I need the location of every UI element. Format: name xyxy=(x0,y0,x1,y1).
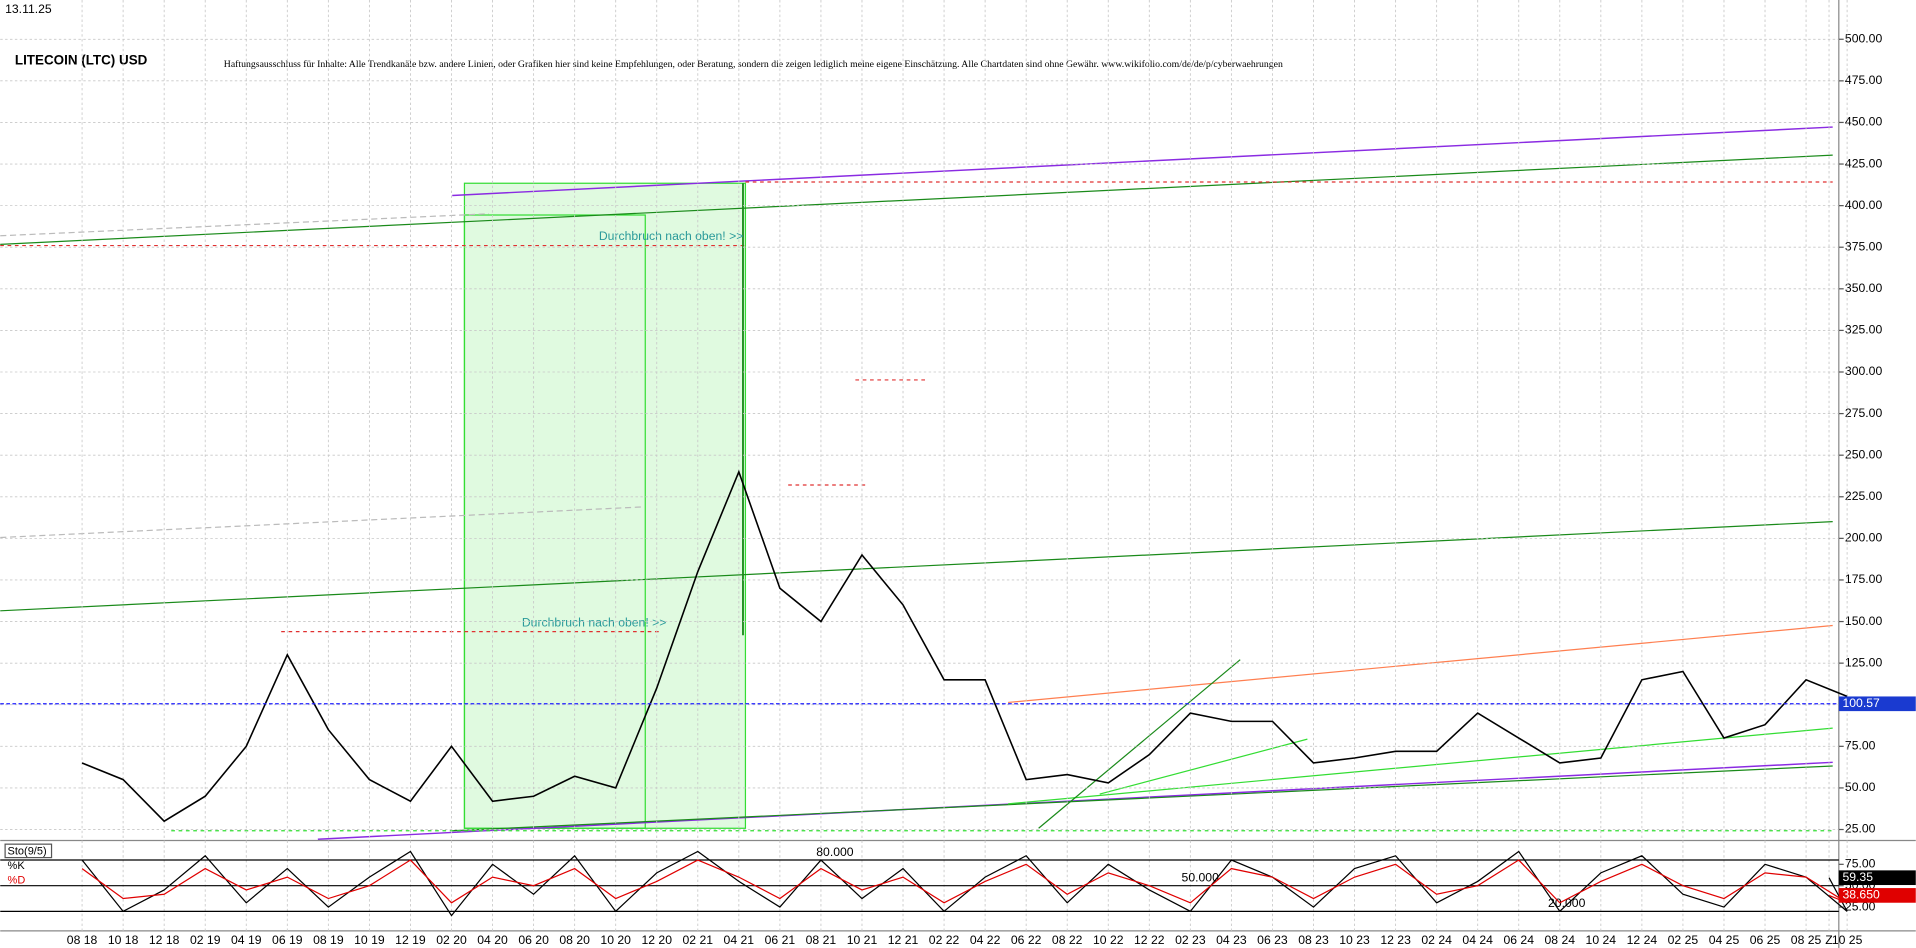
y-tick-label: 75.00 xyxy=(1845,857,1876,871)
y-tick-label: 275.00 xyxy=(1845,406,1883,420)
x-tick-label: Z xyxy=(1825,933,1833,947)
last-value-box xyxy=(1838,888,1916,903)
x-tick-label: 10 23 xyxy=(1339,933,1370,947)
y-tick-label: 25.00 xyxy=(1845,899,1876,913)
last-price-label: 100.57 xyxy=(1842,696,1880,710)
x-tick-label: 08 21 xyxy=(806,933,837,947)
last-value-label: 38.650 xyxy=(1842,888,1880,902)
highlight-zone xyxy=(463,214,646,829)
x-tick-label: 12 21 xyxy=(888,933,919,947)
last-value-box xyxy=(1838,870,1916,886)
x-tick-label: 10 22 xyxy=(1093,933,1124,947)
annotation: Durchbruch nach oben! >> xyxy=(599,229,744,243)
y-tick-label: 300.00 xyxy=(1845,364,1883,378)
y-tick-label: 175.00 xyxy=(1845,572,1883,586)
level-label: 80.000 xyxy=(816,845,854,859)
y-tick-label: 475.00 xyxy=(1845,73,1883,87)
x-tick-label: 02 20 xyxy=(436,933,467,947)
x-tick-label: 12 19 xyxy=(395,933,426,947)
x-tick-label: 04 20 xyxy=(477,933,508,947)
x-tick-label: 02 21 xyxy=(683,933,714,947)
trendline xyxy=(1038,659,1241,829)
y-tick-label: 25.00 xyxy=(1845,822,1876,836)
level-label: 50.000 xyxy=(1182,871,1220,885)
x-tick-label: 02 22 xyxy=(929,933,960,947)
y-tick-label: 375.00 xyxy=(1845,239,1883,253)
y-tick-label: 450.00 xyxy=(1845,115,1883,129)
x-tick-label: 02 19 xyxy=(190,933,221,947)
x-tick-label: 04 22 xyxy=(970,933,1001,947)
x-tick-label: 02 24 xyxy=(1421,933,1452,947)
x-tick-label: 06 19 xyxy=(272,933,303,947)
x-tick-label: 10 24 xyxy=(1586,933,1617,947)
y-tick-label: 200.00 xyxy=(1845,531,1883,545)
trendline xyxy=(317,761,1833,841)
x-tick-label: 08 24 xyxy=(1545,933,1576,947)
last-value-label: 59.35 xyxy=(1842,870,1873,884)
x-tick-label: 12 22 xyxy=(1134,933,1165,947)
trendline xyxy=(1008,624,1833,704)
x-tick-label: 12 23 xyxy=(1380,933,1411,947)
last-price-box xyxy=(1838,696,1916,712)
x-tick-label: 02 25 xyxy=(1668,933,1699,947)
x-tick-label: 10 18 xyxy=(108,933,139,947)
x-tick-label: 12 18 xyxy=(149,933,180,947)
trendline xyxy=(1008,727,1833,805)
y-tick-label: 75.00 xyxy=(1845,739,1876,753)
x-tick-label: 06 20 xyxy=(518,933,549,947)
x-tick-label: 08 25 xyxy=(1791,933,1822,947)
indicator-box xyxy=(4,843,53,859)
trendline xyxy=(452,765,1833,832)
y-tick-label: 225.00 xyxy=(1845,489,1883,503)
x-tick-label: 04 19 xyxy=(231,933,262,947)
x-tick-label: 10 25 xyxy=(1832,933,1863,947)
x-tick-label: 12 24 xyxy=(1627,933,1658,947)
x-tick-label: 10 21 xyxy=(847,933,878,947)
x-tick-label: 04 24 xyxy=(1462,933,1493,947)
annotation: Durchbruch nach oben! >> xyxy=(522,615,667,629)
x-tick-label: 06 21 xyxy=(765,933,796,947)
x-tick-label: 08 23 xyxy=(1298,933,1329,947)
x-tick-label: 12 20 xyxy=(641,933,672,947)
x-tick-label: 04 21 xyxy=(724,933,755,947)
x-tick-label: 10 19 xyxy=(354,933,385,947)
x-tick-label: 06 23 xyxy=(1257,933,1288,947)
trendline xyxy=(0,521,1833,612)
x-tick-label: 06 25 xyxy=(1750,933,1781,947)
drawings xyxy=(0,126,1833,841)
x-tick-label: 08 19 xyxy=(313,933,344,947)
trendline xyxy=(0,154,1833,245)
x-tick-label: 08 22 xyxy=(1052,933,1083,947)
x-tick-label: 06 24 xyxy=(1503,933,1534,947)
chart-title: LITECOIN (LTC) USD xyxy=(15,53,148,68)
x-tick-label: 04 23 xyxy=(1216,933,1247,947)
y-tick-label: 150.00 xyxy=(1845,614,1883,628)
indicator-line xyxy=(81,850,1848,917)
y-tick-label: 500.00 xyxy=(1845,31,1883,45)
x-tick-label: 10 20 xyxy=(600,933,631,947)
trendline xyxy=(452,126,1833,197)
x-tick-label: 06 22 xyxy=(1011,933,1042,947)
legend-entry: %D xyxy=(8,875,26,887)
y-tick-label: 400.00 xyxy=(1845,198,1883,212)
y-tick-label: 425.00 xyxy=(1845,156,1883,170)
y-tick-label: 325.00 xyxy=(1845,323,1883,337)
y-tick-label: 350.00 xyxy=(1845,281,1883,295)
price-line xyxy=(81,469,1848,823)
highlight-zone xyxy=(463,182,747,829)
indicator-title: Sto(9/5) xyxy=(8,845,47,857)
indicator-line xyxy=(81,859,1848,904)
x-tick-label: 02 23 xyxy=(1175,933,1206,947)
disclaimer: Haftungsausschluss für Inhalte: Alle Tre… xyxy=(224,59,1283,70)
y-tick-label: 50.00 xyxy=(1845,780,1876,794)
x-tick-label: 08 20 xyxy=(559,933,590,947)
y-tick-label: 250.00 xyxy=(1845,447,1883,461)
date: 13.11.25 xyxy=(5,2,52,16)
x-tick-label: 04 25 xyxy=(1709,933,1740,947)
x-tick-label: 08 18 xyxy=(67,933,98,947)
y-tick-label: 125.00 xyxy=(1845,655,1883,669)
legend-entry: %K xyxy=(8,860,26,872)
